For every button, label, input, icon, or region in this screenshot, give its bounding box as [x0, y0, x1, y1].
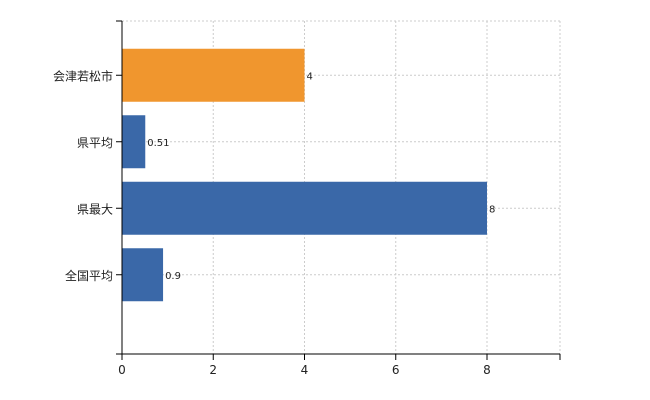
bar-4 [122, 248, 164, 302]
bar-3 [122, 181, 487, 235]
bar-1 [122, 48, 305, 102]
category-label-4: 全国平均 [65, 268, 113, 283]
label-layer: 4 0.51 8 0.9 [147, 71, 495, 282]
bar-layer [122, 48, 487, 302]
bar-2 [122, 115, 146, 169]
data-label-2: 0.51 [147, 138, 169, 149]
x-tick-label-0: 0 [118, 363, 126, 377]
x-tick-label-6: 6 [392, 363, 400, 377]
category-label-2: 県平均 [77, 136, 113, 150]
data-label-4: 0.9 [165, 271, 181, 282]
x-tick-label-8: 8 [483, 363, 491, 377]
category-label-1: 会津若松市 [53, 68, 113, 83]
category-label-3: 県最大 [77, 202, 113, 216]
x-tick-label-2: 2 [209, 363, 217, 377]
x-tick-label-4: 4 [301, 363, 309, 377]
data-label-1: 4 [307, 71, 313, 82]
data-label-3: 8 [489, 204, 495, 215]
